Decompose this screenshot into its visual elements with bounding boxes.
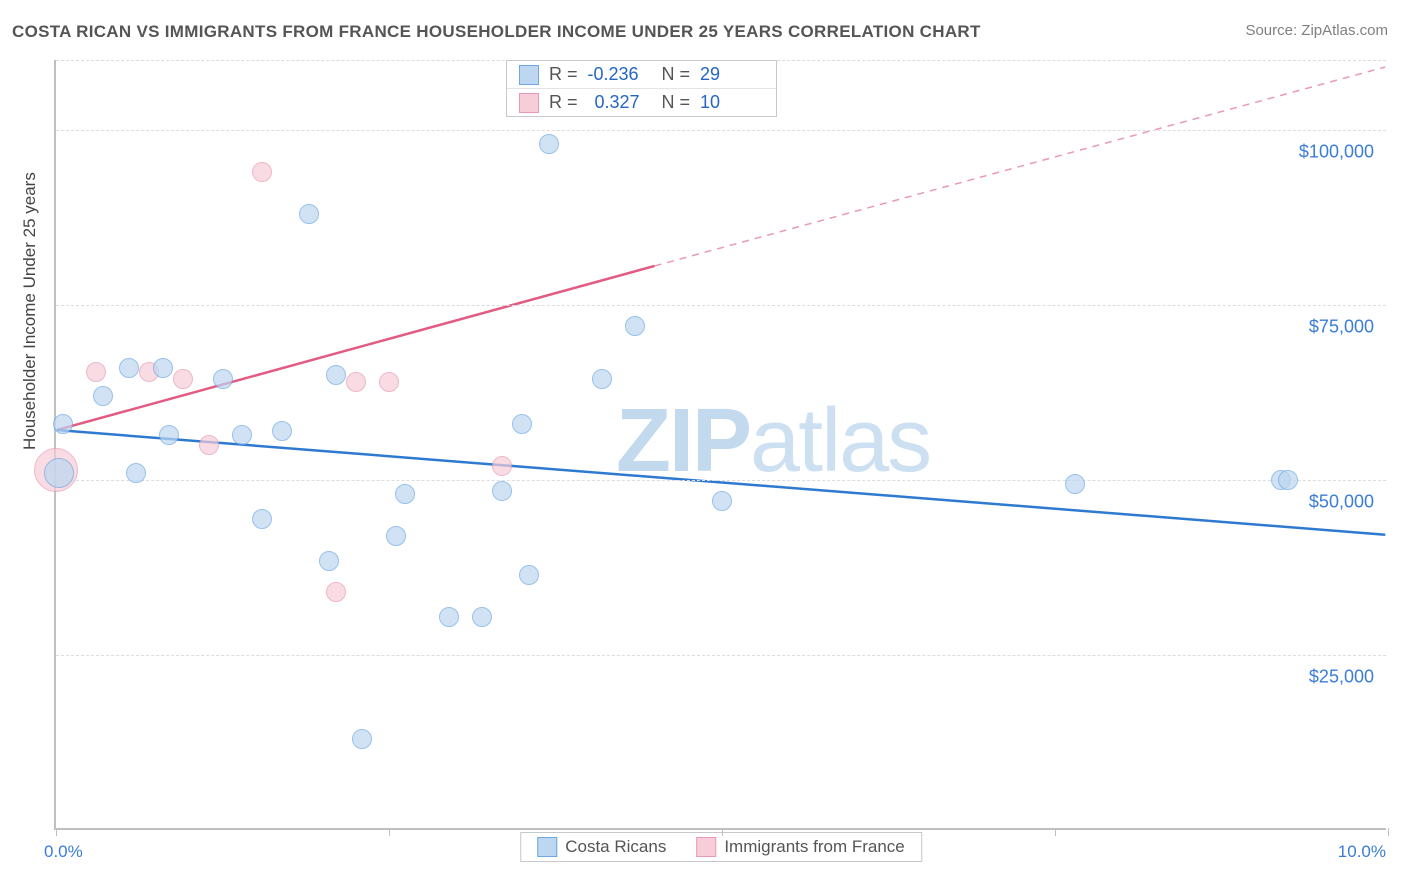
data-point-costa_ricans	[93, 386, 113, 406]
swatch-costa-ricans	[519, 65, 539, 85]
data-point-costa_ricans	[252, 509, 272, 529]
source-attribution: Source: ZipAtlas.com	[1245, 22, 1388, 39]
data-point-costa_ricans	[232, 425, 252, 445]
n-value-costa-ricans: 29	[700, 64, 764, 85]
x-tick	[389, 828, 390, 836]
x-tick	[1055, 828, 1056, 836]
data-point-costa_ricans	[53, 414, 73, 434]
y-axis-label: Householder Income Under 25 years	[20, 172, 40, 450]
chart-title: COSTA RICAN VS IMMIGRANTS FROM FRANCE HO…	[12, 22, 981, 42]
r-label: R =	[549, 64, 578, 85]
data-point-costa_ricans	[386, 526, 406, 546]
data-point-costa_ricans	[153, 358, 173, 378]
x-tick	[56, 828, 57, 836]
watermark: ZIPatlas	[616, 390, 930, 493]
data-point-costa_ricans	[159, 425, 179, 445]
y-tick-label: $75,000	[1309, 317, 1374, 338]
r-value-france: 0.327	[588, 92, 652, 113]
data-point-costa_ricans	[1278, 470, 1298, 490]
data-point-costa_ricans	[439, 607, 459, 627]
data-point-costa_ricans	[1065, 474, 1085, 494]
legend-label-costa-ricans: Costa Ricans	[565, 837, 666, 857]
x-tick	[722, 828, 723, 836]
data-point-costa_ricans	[44, 458, 74, 488]
data-point-costa_ricans	[512, 414, 532, 434]
x-axis-max-label: 10.0%	[1338, 842, 1386, 862]
data-point-costa_ricans	[539, 134, 559, 154]
n-label: N =	[662, 92, 691, 113]
data-point-costa_ricans	[519, 565, 539, 585]
series-legend: Costa Ricans Immigrants from France	[520, 832, 922, 862]
data-point-france	[86, 362, 106, 382]
legend-row-france: R = 0.327 N = 10	[507, 88, 776, 116]
legend-label-france: Immigrants from France	[724, 837, 904, 857]
legend-row-costa-ricans: R = -0.236 N = 29	[507, 61, 776, 88]
swatch-costa-ricans	[537, 837, 557, 857]
data-point-france	[326, 582, 346, 602]
r-label: R =	[549, 92, 578, 113]
legend-item-france: Immigrants from France	[696, 837, 904, 857]
regression-line	[57, 266, 655, 430]
data-point-france	[252, 162, 272, 182]
n-label: N =	[662, 64, 691, 85]
gridline	[56, 655, 1386, 656]
gridline	[56, 305, 1386, 306]
data-point-costa_ricans	[326, 365, 346, 385]
data-point-costa_ricans	[126, 463, 146, 483]
data-point-costa_ricans	[213, 369, 233, 389]
x-tick	[1388, 828, 1389, 836]
gridline	[56, 480, 1386, 481]
data-point-costa_ricans	[352, 729, 372, 749]
data-point-costa_ricans	[712, 491, 732, 511]
data-point-france	[173, 369, 193, 389]
data-point-france	[492, 456, 512, 476]
swatch-france	[696, 837, 716, 857]
data-point-costa_ricans	[272, 421, 292, 441]
data-point-costa_ricans	[472, 607, 492, 627]
swatch-france	[519, 93, 539, 113]
data-point-costa_ricans	[299, 204, 319, 224]
plot-area: ZIPatlas R = -0.236 N = 29 R = 0.327 N =…	[54, 60, 1386, 830]
correlation-legend: R = -0.236 N = 29 R = 0.327 N = 10	[506, 60, 777, 117]
gridline	[56, 130, 1386, 131]
data-point-france	[346, 372, 366, 392]
y-tick-label: $100,000	[1299, 142, 1374, 163]
data-point-costa_ricans	[625, 316, 645, 336]
r-value-costa-ricans: -0.236	[588, 64, 652, 85]
data-point-costa_ricans	[395, 484, 415, 504]
data-point-costa_ricans	[492, 481, 512, 501]
n-value-france: 10	[700, 92, 764, 113]
legend-item-costa-ricans: Costa Ricans	[537, 837, 666, 857]
data-point-costa_ricans	[319, 551, 339, 571]
data-point-costa_ricans	[592, 369, 612, 389]
data-point-france	[379, 372, 399, 392]
data-point-costa_ricans	[119, 358, 139, 378]
data-point-france	[199, 435, 219, 455]
x-axis-min-label: 0.0%	[44, 842, 83, 862]
y-tick-label: $50,000	[1309, 492, 1374, 513]
y-tick-label: $25,000	[1309, 667, 1374, 688]
